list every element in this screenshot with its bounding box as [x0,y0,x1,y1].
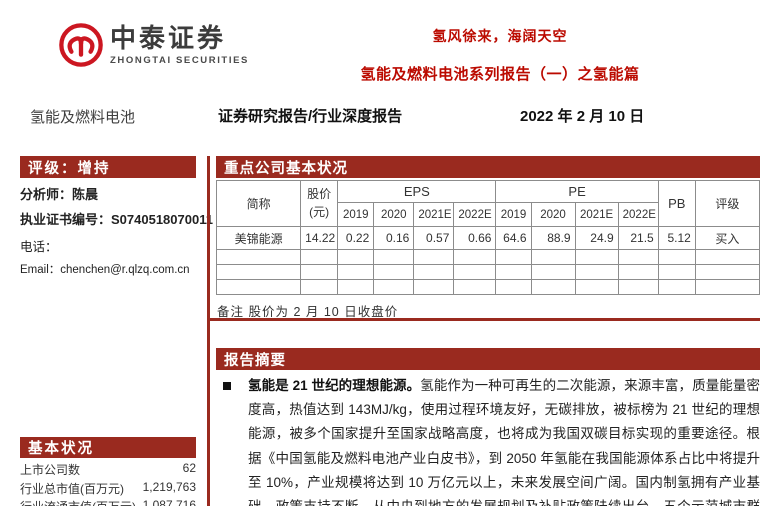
summary-lead: 氢能是 21 世纪的理想能源。 [248,378,421,393]
section-bottom-rule [207,318,760,321]
stat-label: 上市公司数 [20,463,81,477]
slogan-line2: 氢能及燃料电池系列报告（一）之氢能篇 [360,66,640,83]
table-year-header-row: 2019 2020 2021E 2022E 2019 2020 2021E 20… [217,202,760,227]
summary-title-bar: 报告摘要 [216,348,760,370]
stat-value: 1,219,763 [142,480,196,494]
report-type: 证券研究报告/行业深度报告 [218,108,403,125]
industry-title: 氢能及燃料电池 [30,109,136,126]
table-empty-row [215,264,761,280]
stat-row-total-mktcap: 行业总市值(百万元) 1,219,763 [20,480,196,497]
report-date: 2022 年 2 月 10 日 [520,108,645,125]
year-header: 2022E [617,202,659,227]
rating-cell: 买入 [694,226,761,250]
pe-2020: 88.9 [530,226,576,250]
year-header: 2021E [413,202,455,227]
pe-2022e: 21.5 [617,226,659,250]
analyst-name: 分析师：陈晨 [20,187,99,202]
year-header: 2020 [530,202,576,227]
table-empty-row [215,249,761,265]
analyst-email: Email：chenchen@r.qlzq.com.cn [20,264,190,276]
rating-bar: 评级：增持 [20,156,196,178]
year-header: 2019 [337,202,375,227]
price-cell: 14.22 [300,226,339,250]
table-empty-row [215,279,761,295]
col-header-rating: 评级 [694,180,761,227]
section-left-rule [207,156,210,506]
year-header: 2021E [574,202,619,227]
col-header-price-l2: (元) [309,204,330,219]
pe-2021e: 24.9 [574,226,619,250]
table-group-header-row: 简称 股价 (元) EPS PE PB 评级 [215,180,761,227]
key-companies-table: 简称 股价 (元) EPS PE PB 评级 2019 2020 2021E 2… [215,180,761,295]
stat-label: 行业总市值(百万元) [20,482,124,496]
slogan-line1: 氢风徐来，海阔天空 [432,28,568,44]
col-header-price-l1: 股价 [307,187,332,202]
brand-name-cn: 中泰证券 [110,23,227,54]
table-note: 备注 股价为 2 月 10 日收盘价 [217,305,399,319]
year-header: 2022E [453,202,497,227]
eps-2021e: 0.57 [413,226,455,250]
col-header-name: 简称 [215,180,302,227]
eps-2020: 0.16 [373,226,415,250]
col-group-eps: EPS [337,180,497,203]
report-slogan: 氢风徐来，海阔天空 氢能及燃料电池系列报告（一）之氢能篇 [330,26,670,84]
stat-label: 行业流通市值(百万元) [20,498,136,506]
brand-name-en: ZHONGTAI SECURITIES [110,54,249,66]
eps-2022e: 0.66 [453,226,497,250]
summary-body: 氢能作为一种可再生的二次能源，来源丰富，质量能量密度高，热值达到 143MJ/k… [248,378,760,506]
key-companies-title-bar: 重点公司基本状况 [216,156,760,178]
stat-value: 62 [182,461,196,475]
stat-row-float-mktcap: 行业流通市值(百万元) 1,087,716 [20,498,196,506]
analyst-phone: 电话： [20,240,58,254]
year-header: 2020 [373,202,415,227]
table-row-meijin-energy: 美锦能源 14.22 0.22 0.16 0.57 0.66 64.6 88.9… [215,226,761,250]
pe-2019: 64.6 [495,226,532,250]
stat-row-listed-companies: 上市公司数 62 [20,461,196,478]
company-name: 美锦能源 [215,226,302,250]
year-header: 2019 [495,202,532,227]
zhongtai-logo-icon [59,23,103,67]
bullet-square-icon [223,382,231,390]
brand-block: 中泰证券 ZHONGTAI SECURITIES [58,22,249,68]
col-header-pb: PB [657,180,696,227]
eps-2019: 0.22 [337,226,375,250]
col-header-price: 股价 (元) [300,180,339,227]
pb-cell: 5.12 [657,226,696,250]
brand-name: 中泰证券 ZHONGTAI SECURITIES [110,24,249,66]
stat-value: 1,087,716 [142,498,196,506]
summary-paragraph: 氢能是 21 世纪的理想能源。氢能作为一种可再生的二次能源，来源丰富，质量能量密… [248,374,760,506]
basics-bar: 基本状况 [20,437,196,458]
col-group-pe: PE [495,180,659,203]
analyst-license: 执业证书编号：S0740518070011 [20,212,213,227]
